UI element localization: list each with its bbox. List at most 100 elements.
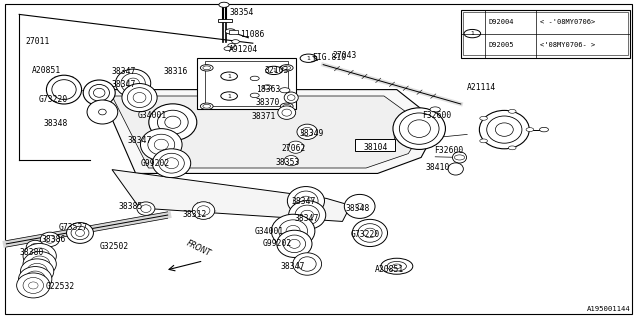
Ellipse shape bbox=[356, 204, 364, 209]
Circle shape bbox=[508, 109, 516, 113]
Text: G99202: G99202 bbox=[141, 159, 170, 168]
Text: G34001: G34001 bbox=[138, 111, 167, 120]
Text: A20851: A20851 bbox=[32, 66, 61, 75]
Text: 38347: 38347 bbox=[128, 136, 152, 145]
Ellipse shape bbox=[17, 273, 50, 298]
Text: 38380: 38380 bbox=[19, 248, 44, 257]
Ellipse shape bbox=[197, 206, 210, 215]
Bar bbox=[461, 10, 630, 58]
Ellipse shape bbox=[141, 129, 182, 161]
Text: 38312: 38312 bbox=[182, 210, 207, 219]
Text: 1: 1 bbox=[227, 93, 231, 99]
Ellipse shape bbox=[67, 223, 93, 243]
Ellipse shape bbox=[141, 205, 151, 212]
Text: F32600: F32600 bbox=[422, 111, 452, 120]
Ellipse shape bbox=[157, 110, 188, 134]
Circle shape bbox=[508, 146, 516, 150]
Ellipse shape bbox=[289, 239, 300, 248]
Ellipse shape bbox=[152, 149, 191, 178]
Ellipse shape bbox=[148, 134, 175, 155]
Ellipse shape bbox=[71, 226, 89, 240]
Text: < -'08MY0706>: < -'08MY0706> bbox=[540, 20, 595, 25]
Text: 1: 1 bbox=[307, 56, 310, 61]
Circle shape bbox=[250, 76, 259, 81]
Ellipse shape bbox=[408, 120, 431, 138]
Ellipse shape bbox=[393, 108, 445, 149]
Ellipse shape bbox=[23, 244, 56, 268]
Ellipse shape bbox=[35, 260, 44, 268]
Circle shape bbox=[232, 40, 239, 44]
Ellipse shape bbox=[149, 104, 197, 141]
Ellipse shape bbox=[284, 92, 298, 103]
Circle shape bbox=[221, 92, 237, 100]
Text: 38371: 38371 bbox=[252, 112, 276, 121]
Ellipse shape bbox=[286, 225, 300, 236]
Ellipse shape bbox=[287, 95, 295, 100]
Ellipse shape bbox=[121, 73, 145, 93]
Ellipse shape bbox=[289, 201, 326, 229]
Circle shape bbox=[387, 261, 406, 271]
Ellipse shape bbox=[279, 220, 307, 242]
Bar bbox=[218, 19, 232, 22]
Ellipse shape bbox=[301, 127, 313, 136]
Ellipse shape bbox=[29, 256, 50, 272]
Polygon shape bbox=[99, 90, 435, 173]
Text: 11086: 11086 bbox=[240, 30, 264, 39]
Ellipse shape bbox=[352, 220, 388, 246]
Ellipse shape bbox=[127, 88, 152, 108]
Text: 38347: 38347 bbox=[294, 214, 319, 223]
Ellipse shape bbox=[278, 106, 296, 119]
Ellipse shape bbox=[165, 116, 181, 128]
Text: A20851: A20851 bbox=[374, 265, 404, 274]
Ellipse shape bbox=[399, 113, 439, 144]
Ellipse shape bbox=[358, 224, 382, 242]
Text: 38354: 38354 bbox=[229, 8, 253, 17]
Ellipse shape bbox=[479, 110, 529, 149]
Circle shape bbox=[480, 116, 488, 120]
Ellipse shape bbox=[33, 268, 42, 275]
Bar bbox=[229, 30, 238, 34]
Ellipse shape bbox=[284, 156, 298, 166]
Text: 38348: 38348 bbox=[346, 204, 370, 213]
Ellipse shape bbox=[295, 205, 319, 225]
Ellipse shape bbox=[288, 141, 304, 153]
Text: 38370: 38370 bbox=[256, 98, 280, 107]
Ellipse shape bbox=[193, 202, 215, 220]
Circle shape bbox=[526, 128, 534, 132]
Ellipse shape bbox=[93, 88, 105, 97]
Ellipse shape bbox=[87, 100, 118, 124]
Ellipse shape bbox=[297, 124, 317, 140]
Ellipse shape bbox=[164, 158, 179, 169]
Text: <'08MY0706- >: <'08MY0706- > bbox=[540, 43, 595, 48]
Circle shape bbox=[200, 65, 213, 71]
Ellipse shape bbox=[99, 109, 106, 115]
Circle shape bbox=[280, 103, 293, 109]
Ellipse shape bbox=[487, 116, 522, 143]
Circle shape bbox=[203, 104, 211, 108]
Ellipse shape bbox=[29, 248, 50, 264]
Ellipse shape bbox=[287, 187, 324, 215]
Ellipse shape bbox=[293, 253, 321, 275]
Text: 38386: 38386 bbox=[42, 236, 66, 244]
Ellipse shape bbox=[23, 252, 56, 276]
Circle shape bbox=[250, 93, 259, 98]
Ellipse shape bbox=[27, 263, 47, 279]
Ellipse shape bbox=[26, 240, 44, 254]
Ellipse shape bbox=[23, 277, 44, 293]
Text: 38410: 38410 bbox=[426, 163, 450, 172]
Ellipse shape bbox=[35, 252, 44, 260]
Circle shape bbox=[300, 54, 317, 62]
Ellipse shape bbox=[83, 80, 115, 106]
Text: 27011: 27011 bbox=[26, 37, 50, 46]
Text: 27062: 27062 bbox=[282, 144, 306, 153]
Text: G99202: G99202 bbox=[262, 239, 292, 248]
Ellipse shape bbox=[452, 152, 467, 163]
Circle shape bbox=[540, 127, 548, 132]
Text: G73527: G73527 bbox=[59, 223, 88, 232]
Ellipse shape bbox=[25, 271, 45, 287]
Text: 38347: 38347 bbox=[280, 262, 305, 271]
Ellipse shape bbox=[284, 235, 306, 253]
Ellipse shape bbox=[89, 84, 109, 101]
Ellipse shape bbox=[294, 191, 318, 211]
Ellipse shape bbox=[20, 259, 54, 284]
